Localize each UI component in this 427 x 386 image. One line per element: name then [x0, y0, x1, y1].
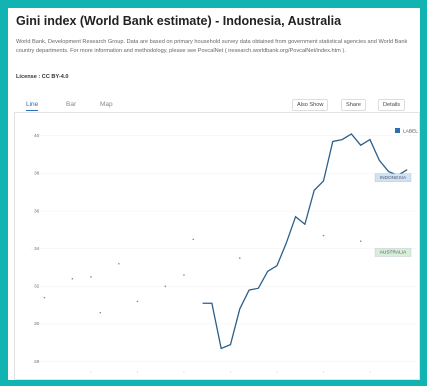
action-button[interactable]: Share [341, 99, 366, 111]
chart: LABEL 2830323436384019851990199520002005… [30, 128, 418, 373]
label-toggle[interactable]: LABEL [403, 128, 418, 134]
point [90, 276, 92, 278]
license: License : CC BY-4.0 [16, 74, 69, 80]
tab[interactable]: Bar [66, 101, 77, 108]
point [43, 296, 46, 299]
y-tick-label: 40 [34, 133, 40, 139]
series-label: AUSTRALIA [380, 250, 407, 256]
tab[interactable]: Line [26, 101, 39, 111]
tab[interactable]: Map [100, 101, 113, 108]
point [359, 240, 362, 242]
series-label: INDONESIA [380, 175, 407, 181]
point [99, 311, 102, 314]
label-checkbox[interactable] [395, 128, 400, 133]
y-tick-label: 30 [34, 321, 40, 327]
description: World Bank, Development Research Group. … [16, 39, 408, 54]
y-tick-label: 38 [34, 171, 40, 177]
y-tick-label: 32 [34, 284, 40, 290]
series-label-box [374, 173, 412, 182]
point [238, 257, 241, 259]
line [202, 133, 408, 350]
point [164, 285, 167, 288]
point [136, 300, 139, 303]
y-tick-label: 36 [34, 208, 40, 214]
point [192, 238, 195, 241]
point [183, 274, 185, 276]
series-label-box [374, 248, 412, 257]
panel: Gini index (World Bank estimate) - Indon… [8, 8, 420, 380]
y-tick-label: 28 [34, 359, 40, 365]
action-button[interactable]: Also Show [292, 99, 329, 111]
point [322, 234, 325, 237]
point [71, 278, 74, 280]
chart-box [14, 112, 420, 380]
page-title: Gini index (World Bank estimate) - Indon… [16, 14, 342, 28]
point [118, 262, 120, 265]
y-tick-label: 34 [34, 246, 40, 252]
action-button[interactable]: Details [378, 99, 406, 111]
